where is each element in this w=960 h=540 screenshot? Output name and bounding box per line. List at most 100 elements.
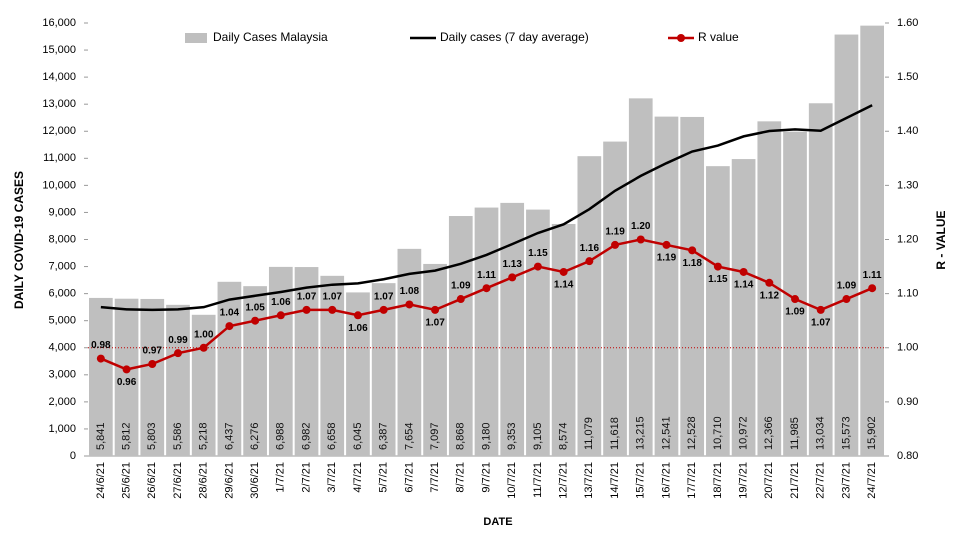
point-value-label: 1.15 (708, 274, 728, 285)
bar (808, 103, 833, 457)
x-tick-label: 9/7/21 (480, 462, 492, 493)
y2-axis-title: R - VALUE (934, 210, 948, 269)
y2-tick-label: 1.10 (897, 288, 918, 300)
bar-value-label: 11,618 (609, 417, 621, 450)
bar-value-label: 11,079 (583, 417, 595, 450)
bar (526, 209, 550, 456)
bar-value-label: 6,982 (300, 422, 312, 450)
point (379, 305, 388, 314)
y-tick-label: 15,000 (42, 44, 76, 56)
x-tick-label: 23/7/21 (840, 462, 852, 499)
bar-value-label: 12,366 (763, 416, 775, 450)
point (868, 284, 877, 293)
point-value-label: 1.20 (631, 221, 651, 232)
bar-value-label: 8,574 (558, 422, 570, 450)
bar-value-label: 5,841 (95, 422, 107, 450)
x-tick-label: 15/7/21 (635, 462, 647, 499)
x-tick-label: 3/7/21 (326, 462, 338, 493)
point (662, 240, 671, 249)
x-axis-title: DATE (483, 516, 512, 528)
x-tick-label: 28/6/21 (198, 462, 210, 499)
y-tick-label: 5,000 (48, 315, 76, 327)
bar (680, 116, 705, 456)
point-value-label: 1.09 (451, 281, 471, 292)
y-tick-label: 13,000 (42, 98, 76, 110)
y-tick-label: 9,000 (48, 206, 76, 218)
bar (140, 298, 165, 456)
point-value-label: 1.05 (245, 302, 265, 313)
point-value-label: 1.14 (554, 280, 574, 291)
bar-value-label: 6,658 (326, 422, 338, 450)
bar-value-label: 10,710 (712, 416, 724, 450)
y-tick-label: 0 (70, 450, 76, 462)
y-tick-label: 1,000 (48, 423, 76, 435)
legend-label: Daily Cases Malaysia (213, 30, 328, 44)
point-value-label: 1.14 (734, 280, 754, 291)
bar-value-label: 7,654 (403, 422, 415, 450)
point (302, 305, 311, 314)
x-tick-label: 17/7/21 (686, 462, 698, 499)
point-value-label: 1.00 (194, 329, 214, 340)
bar-value-label: 6,437 (223, 422, 235, 450)
bar-value-label: 6,045 (352, 422, 364, 450)
bar-value-label: 6,988 (275, 422, 287, 450)
x-tick-label: 12/7/21 (558, 462, 570, 499)
bar-value-label: 7,097 (429, 422, 441, 450)
point (765, 278, 774, 287)
legend-marker (677, 34, 685, 42)
x-tick-label: 26/6/21 (146, 462, 158, 499)
point (225, 322, 234, 331)
y2-tick-label: 0.90 (897, 396, 918, 408)
y-tick-label: 8,000 (48, 233, 76, 245)
point (688, 246, 697, 255)
point (559, 267, 568, 276)
point (482, 284, 491, 293)
y-tick-label: 11,000 (43, 152, 76, 164)
bar (731, 159, 756, 456)
bar-value-label: 12,528 (686, 416, 698, 450)
bar (371, 283, 396, 456)
x-tick-label: 21/7/21 (789, 462, 801, 499)
x-tick-label: 16/7/21 (660, 462, 672, 499)
bar (500, 202, 525, 456)
point-value-label: 1.07 (811, 318, 831, 329)
point-value-label: 1.11 (863, 270, 882, 281)
point-value-label: 1.07 (425, 318, 445, 329)
bar (706, 166, 730, 456)
point-value-label: 1.07 (297, 292, 317, 303)
point (508, 273, 517, 282)
bar-value-label: 5,812 (120, 422, 132, 450)
y-axis-title: DAILY COVID-19 CASES (12, 171, 26, 309)
x-tick-label: 29/6/21 (223, 462, 235, 499)
point (199, 343, 208, 352)
line (100, 104, 873, 312)
y2-tick-label: 1.30 (897, 179, 918, 191)
x-tick-label: 8/7/21 (455, 462, 467, 493)
bar (654, 116, 679, 456)
y-tick-label: 4,000 (48, 342, 76, 354)
point-value-label: 1.18 (682, 258, 702, 269)
y2-tick-label: 1.60 (897, 17, 918, 29)
point (431, 305, 440, 314)
bar-value-label: 9,353 (506, 422, 518, 450)
point-value-label: 0.99 (168, 335, 188, 346)
point-value-label: 1.13 (502, 259, 522, 270)
point (739, 267, 748, 276)
point (842, 295, 851, 304)
point (122, 365, 131, 374)
bar (114, 298, 139, 456)
bar-value-label: 12,541 (660, 416, 672, 450)
bar-value-label: 5,218 (198, 422, 210, 450)
y-tick-label: 16,000 (42, 17, 76, 29)
point-value-label: 1.15 (528, 248, 548, 259)
point-value-label: 1.06 (348, 323, 368, 334)
bar-value-label: 11,985 (789, 417, 801, 450)
point (405, 300, 414, 309)
point-value-label: 1.07 (323, 292, 343, 303)
y2-tick-label: 1.40 (897, 125, 918, 137)
point-value-label: 1.04 (220, 308, 240, 319)
x-tick-label: 4/7/21 (352, 462, 364, 493)
x-tick-label: 25/6/21 (120, 462, 132, 499)
legend-label: Daily cases (7 day average) (440, 30, 589, 44)
